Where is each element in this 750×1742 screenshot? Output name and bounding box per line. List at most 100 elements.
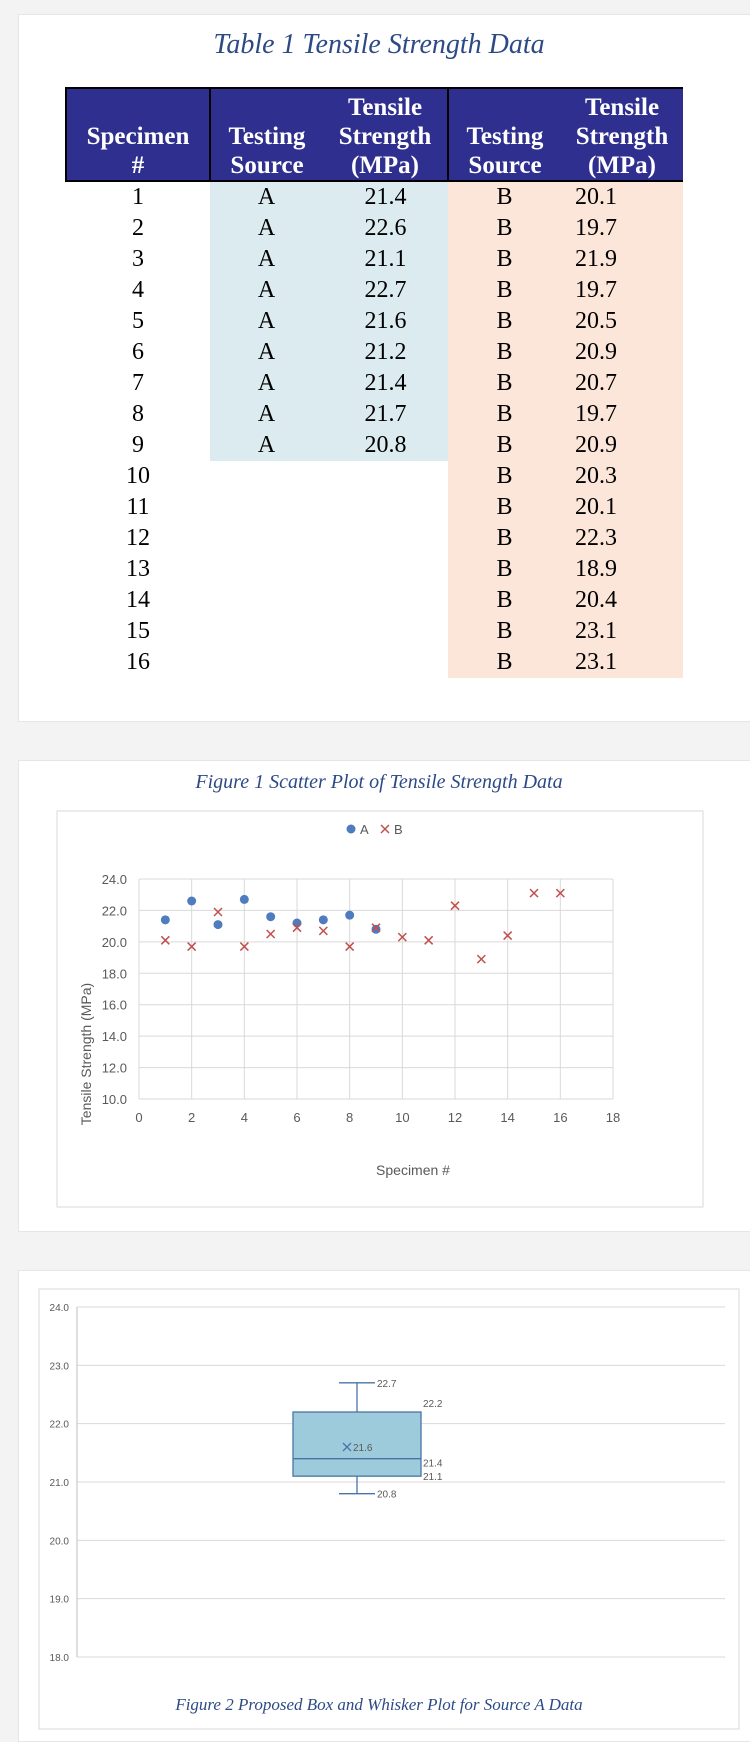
scatter-point-a	[187, 896, 197, 906]
cell-strength-b: 19.7	[561, 213, 683, 244]
box-y-tick-label: 23.0	[50, 1361, 70, 1372]
cell-specimen: 10	[126, 463, 150, 489]
table-row: 15 B 23.1	[66, 616, 683, 647]
label-q3: 22.2	[423, 1399, 443, 1410]
cell-specimen: 1	[132, 184, 144, 210]
cell-source-b: B	[448, 399, 561, 430]
cell-source-a: A	[210, 337, 323, 368]
scatter-y-tick-label: 14.0	[102, 1029, 127, 1044]
cell-source-a: A	[210, 244, 323, 275]
cell-strength-b: 20.7	[561, 368, 683, 399]
cell-specimen: 9	[132, 432, 144, 458]
scatter-x-tick-label: 14	[500, 1110, 514, 1125]
box-y-ticks: 18.0 19.0 20.0 21.0 22.0 23.0 24.0	[50, 1303, 70, 1664]
scatter-x-tick-label: 16	[553, 1110, 567, 1125]
cell-strength-b: 19.7	[561, 275, 683, 306]
cell-strength-b: 18.9	[561, 554, 683, 585]
scatter-point-b-stroke	[555, 888, 565, 898]
cell-specimen: 5	[132, 308, 144, 334]
scatter-x-label: Specimen #	[376, 1162, 450, 1178]
cell-source-b: B	[448, 647, 561, 678]
scatter-point-a	[318, 915, 328, 925]
cell-source-a: A	[210, 213, 323, 244]
cell-specimen: 7	[132, 370, 144, 396]
cell-source-a	[210, 647, 323, 678]
label-median: 21.4	[423, 1459, 443, 1470]
cell-strength-a: 21.6	[323, 306, 448, 337]
mean-marker	[342, 1442, 352, 1452]
table-header-row: Specimen # Testing Source Tensile Strength(…	[65, 87, 683, 182]
table-row: 4 A 22.7 B 19.7	[66, 275, 683, 306]
cell-specimen: 13	[126, 556, 150, 582]
cell-source-a: A	[210, 306, 323, 337]
cell-strength-b: 20.1	[561, 181, 683, 213]
header-specimen: Specimen #	[65, 87, 211, 182]
box-panel: 18.0 19.0 20.0 21.0 22.0 23.0 24.0 22.7 22.2 21.…	[18, 1270, 750, 1742]
cell-source-a	[210, 461, 323, 492]
scatter-point-b	[503, 931, 513, 941]
cell-source-b: B	[448, 181, 561, 213]
table-row: 14 B 20.4	[66, 585, 683, 616]
cell-strength-b: 21.9	[561, 244, 683, 275]
legend-label-b: B	[394, 822, 403, 837]
cell-strength-b: 22.3	[561, 523, 683, 554]
scatter-point-a	[239, 894, 249, 904]
cell-strength-a	[323, 554, 448, 585]
scatter-x-tick-label: 10	[395, 1110, 409, 1125]
scatter-point-b	[213, 907, 223, 917]
cell-source-b: B	[448, 616, 561, 647]
scatter-chart-frame	[56, 810, 704, 1208]
scatter-point-b-stroke	[213, 907, 223, 917]
scatter-point-a	[345, 910, 355, 920]
legend-marker-a	[346, 824, 356, 834]
box-chart: 18.0 19.0 20.0 21.0 22.0 23.0 24.0 22.7 22.2 21.…	[38, 1288, 740, 1730]
scatter-point-a	[266, 912, 276, 922]
scatter-point-b	[266, 929, 276, 939]
scatter-point-b-stroke	[187, 942, 197, 952]
cell-specimen: 12	[126, 525, 150, 551]
cell-source-b: B	[448, 492, 561, 523]
cell-source-b: B	[448, 461, 561, 492]
legend-marker-b	[380, 824, 390, 834]
table-title: Table 1 Tensile Strength Data	[213, 29, 545, 60]
scatter-x-tick-label: 12	[448, 1110, 462, 1125]
table-row: 1 A 21.4 B 20.1	[66, 181, 683, 213]
scatter-point-b	[160, 935, 170, 945]
scatter-point-b-stroke	[239, 942, 249, 952]
cell-strength-b: 19.7	[561, 399, 683, 430]
iqr-box	[292, 1411, 422, 1477]
scatter-point-b-stroke	[292, 923, 302, 933]
cell-specimen: 8	[132, 401, 144, 427]
cell-source-b: B	[448, 585, 561, 616]
scatter-chart: 10.0 12.0 14.0 16.0 18.0 20.0 22.0 24.0 0 2 4 6 8 10…	[56, 810, 704, 1208]
cell-strength-b: 20.3	[561, 461, 683, 492]
cell-source-b: B	[448, 275, 561, 306]
scatter-x-ticks: 0 2 4 6 8 10 12 14 16 18	[135, 1110, 620, 1125]
scatter-point-a	[292, 918, 302, 928]
scatter-points	[160, 888, 565, 964]
box-y-tick-label: 22.0	[50, 1420, 70, 1431]
cell-strength-a	[323, 492, 448, 523]
scatter-y-tick-label: 18.0	[102, 966, 127, 981]
box-chart-frame	[38, 1288, 740, 1730]
cell-specimen: 2	[132, 215, 144, 241]
cell-strength-a	[323, 523, 448, 554]
scatter-point-b-stroke	[160, 935, 170, 945]
cell-strength-a: 21.7	[323, 399, 448, 430]
box-y-tick-label: 20.0	[50, 1536, 70, 1547]
cell-strength-a	[323, 647, 448, 678]
scatter-point-b-stroke	[266, 929, 276, 939]
cell-strength-b: 23.1	[561, 616, 683, 647]
table-row: 11 B 20.1	[66, 492, 683, 523]
cell-strength-a: 21.1	[323, 244, 448, 275]
cell-strength-a: 21.4	[323, 181, 448, 213]
cell-strength-b: 20.9	[561, 337, 683, 368]
cell-specimen: 6	[132, 339, 144, 365]
cell-source-a	[210, 523, 323, 554]
cell-source-b: B	[448, 306, 561, 337]
scatter-point-b-stroke	[503, 931, 513, 941]
header-strength-b: Tensile Strength (MPa)	[561, 87, 683, 182]
scatter-point-b	[292, 923, 302, 933]
cell-strength-a: 21.4	[323, 368, 448, 399]
